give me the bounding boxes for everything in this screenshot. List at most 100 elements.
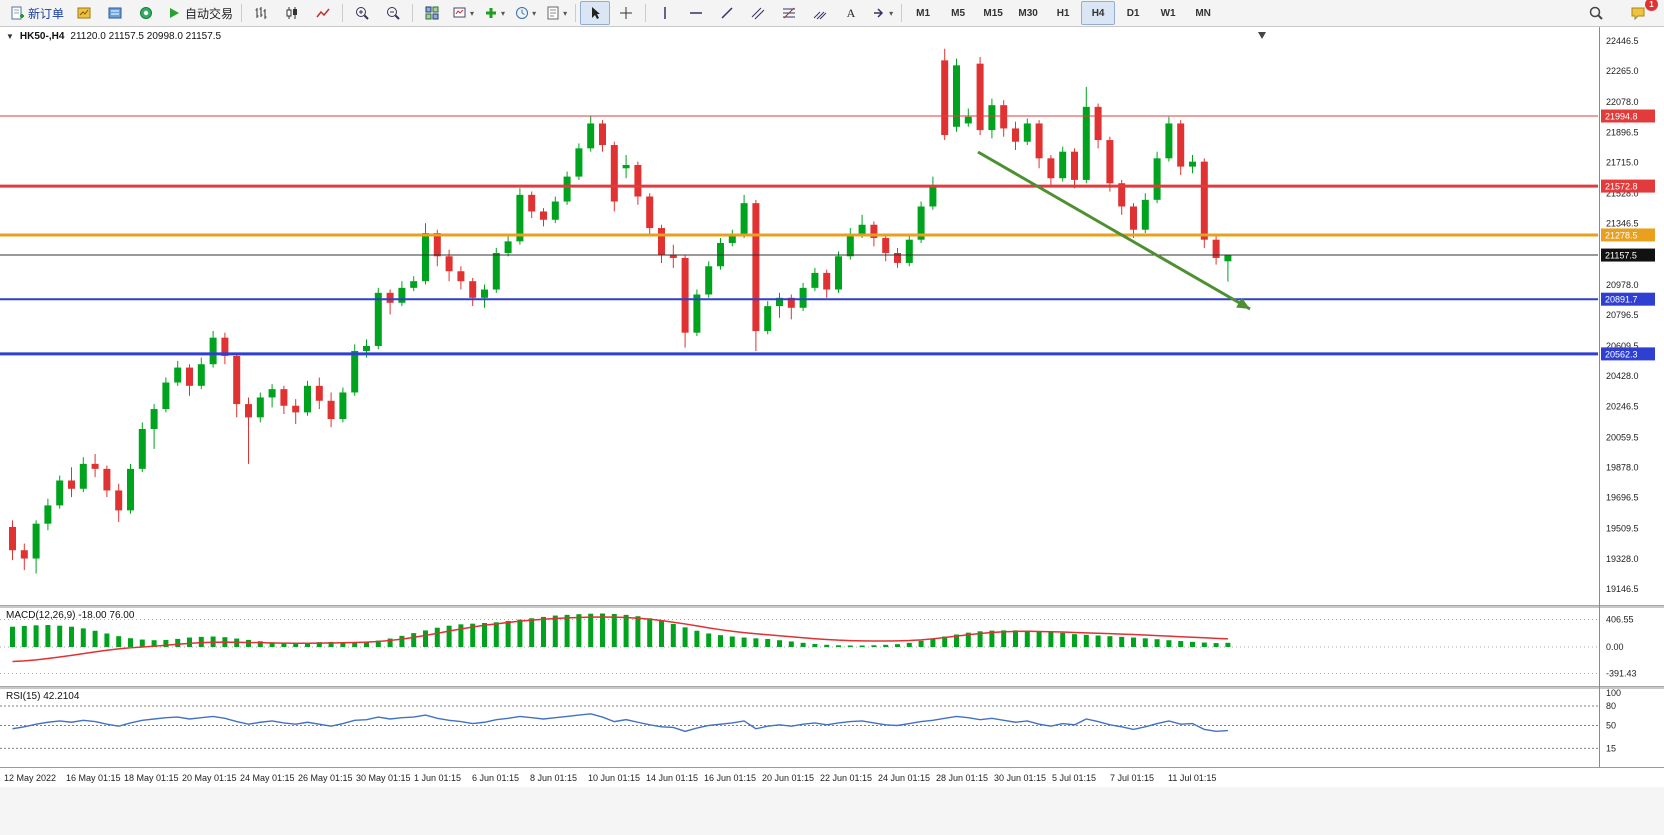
- search-button[interactable]: [1581, 1, 1611, 25]
- trendline-icon: [721, 7, 733, 19]
- vertical-line-button[interactable]: [650, 1, 680, 25]
- equidistant-channel-button[interactable]: [743, 1, 773, 25]
- arrows-button[interactable]: ▾: [867, 1, 897, 25]
- candlestick-chart-button[interactable]: [277, 1, 307, 25]
- toolbar-separator: [241, 4, 243, 22]
- notification-badge: 1: [1645, 0, 1658, 11]
- search-icon: [1589, 6, 1603, 20]
- channel-icon: [751, 7, 765, 20]
- panel-splitter[interactable]: [0, 605, 1664, 608]
- vertical-line-icon: [664, 7, 666, 19]
- time-axis[interactable]: 12 May 2022 16 May 01:15 18 May 01:15 20 Ma…: [0, 767, 1664, 787]
- zoom-out-icon: [387, 7, 400, 20]
- toolbar-separator: [342, 4, 344, 22]
- rsi-line: [12, 713, 1228, 733]
- trend-arrow-annotation[interactable]: [977, 150, 1251, 311]
- indicator-plus-icon: [486, 8, 497, 18]
- timeframe-d1-button[interactable]: D1: [1126, 7, 1140, 19]
- timeframe-m5-button[interactable]: M5: [951, 7, 966, 19]
- time-axis-label: 28 Jun 01:15: [936, 773, 989, 783]
- new-order-button[interactable]: 新订单: [5, 1, 68, 25]
- price-axis-tick: 20796.5: [1606, 310, 1639, 320]
- tile-windows-button[interactable]: [417, 1, 447, 25]
- periods-button[interactable]: ▾: [510, 1, 540, 25]
- cursor-button[interactable]: [580, 1, 611, 25]
- price-tag-label: 20562.3: [1605, 349, 1638, 359]
- symbol-collapse-icon[interactable]: ▼: [6, 32, 14, 41]
- crosshair-button[interactable]: [611, 1, 641, 25]
- templates-button[interactable]: ▾: [541, 1, 571, 25]
- price-axis-tick: 19878.0: [1606, 463, 1639, 473]
- profiles-button[interactable]: [69, 1, 99, 25]
- timeframe-m30-button[interactable]: M30: [1018, 7, 1038, 19]
- new-order-icon: [11, 6, 24, 20]
- notifications-button[interactable]: 1: [1623, 0, 1658, 25]
- zoom-in-button[interactable]: [347, 1, 377, 25]
- time-axis-label: 18 May 01:15: [124, 773, 179, 783]
- price-tag-label: 20891.7: [1605, 295, 1638, 305]
- clock-icon: [516, 7, 529, 19]
- time-axis-label: 14 Jun 01:15: [646, 773, 699, 783]
- market-watch-button[interactable]: [100, 1, 130, 25]
- rsi-axis-tick: 100: [1606, 689, 1621, 698]
- auto-trading-button-label: 自动交易: [185, 6, 234, 21]
- crosshair-icon: [620, 7, 633, 19]
- price-axis-tick: 20246.5: [1606, 401, 1639, 411]
- timeframe-w1-button[interactable]: W1: [1160, 7, 1176, 19]
- timeframe-m1-button[interactable]: M1: [916, 7, 931, 19]
- new-chart-button[interactable]: ▾: [448, 1, 478, 25]
- auto-trading-button[interactable]: 自动交易: [162, 1, 237, 25]
- dropdown-arrow-icon[interactable]: ▾: [889, 8, 894, 18]
- chat-icon: [1631, 7, 1645, 21]
- dropdown-arrow-icon[interactable]: ▾: [501, 8, 506, 18]
- timeframe-mn-button[interactable]: MN: [1195, 7, 1211, 19]
- pitchfork-icon: [813, 11, 827, 20]
- horizontal-line-button[interactable]: [681, 1, 711, 25]
- price-axis-tick: 19696.5: [1606, 493, 1639, 503]
- time-axis-label: 20 Jun 01:15: [762, 773, 815, 783]
- zoom-out-button[interactable]: [378, 1, 408, 25]
- text-button[interactable]: A: [836, 1, 866, 25]
- timeframe-h1-button[interactable]: H1: [1056, 7, 1070, 19]
- chart-shift-marker[interactable]: [1258, 32, 1266, 39]
- macd-axis-tick: -391.43: [1606, 668, 1637, 678]
- time-axis-label: 30 Jun 01:15: [994, 773, 1047, 783]
- rsi-panel[interactable]: 100 80 50 15: [0, 689, 1664, 767]
- navigator-button[interactable]: [131, 1, 161, 25]
- time-axis-label: 16 May 01:15: [66, 773, 121, 783]
- fibonacci-button[interactable]: [774, 1, 804, 25]
- rsi-indicator-label: RSI(15) 42.2104: [6, 691, 80, 702]
- zoom-in-icon: [356, 7, 369, 20]
- price-axis-tick: 21896.5: [1606, 127, 1639, 137]
- time-axis-label: 24 Jun 01:15: [878, 773, 931, 783]
- chart-symbol-label: HK50-,H4: [19, 31, 65, 42]
- timeframe-m15-button[interactable]: M15: [983, 7, 1003, 19]
- dropdown-arrow-icon[interactable]: ▾: [563, 8, 568, 18]
- time-axis-label: 16 Jun 01:15: [704, 773, 757, 783]
- line-chart-button[interactable]: [308, 1, 338, 25]
- macd-panel[interactable]: 406.55 0.00 -391.43: [0, 608, 1664, 686]
- panel-splitter[interactable]: [0, 686, 1664, 689]
- time-axis-label: 12 May 2022: [4, 773, 57, 783]
- price-axis-tick: 19509.5: [1606, 524, 1639, 534]
- dropdown-arrow-icon[interactable]: ▾: [470, 8, 475, 18]
- arrow-shapes-icon: [874, 8, 884, 18]
- toolbar-separator: [645, 4, 647, 22]
- time-axis-label: 26 May 01:15: [298, 773, 353, 783]
- toolbar: 新订单 自动交易 ▾ ▾ ▾ ▾ A ▾ M1 M5 M15 M30 H1 H4 D1 W1 MN 1: [0, 0, 1664, 27]
- price-tag: [1601, 292, 1655, 306]
- trendline-button[interactable]: [712, 1, 742, 25]
- bar-chart-button[interactable]: [246, 1, 276, 25]
- rsi-axis-tick: 80: [1606, 701, 1616, 711]
- time-axis-label: 24 May 01:15: [240, 773, 295, 783]
- new-chart-icon: [453, 7, 466, 18]
- dropdown-arrow-icon[interactable]: ▾: [532, 8, 537, 18]
- window-bottom-space: [0, 787, 1664, 835]
- indicators-button[interactable]: ▾: [479, 1, 509, 25]
- time-axis-label: 30 May 01:15: [356, 773, 411, 783]
- price-tag-label: 21572.8: [1605, 182, 1638, 192]
- time-axis-label: 7 Jul 01:15: [1110, 773, 1155, 783]
- timeframe-h4-button[interactable]: H4: [1081, 1, 1116, 25]
- andrews-pitchfork-button[interactable]: [805, 1, 835, 25]
- price-chart-panel[interactable]: 22446.5 22265.0 22078.0 21896.5 21715.0 21528…: [0, 27, 1664, 605]
